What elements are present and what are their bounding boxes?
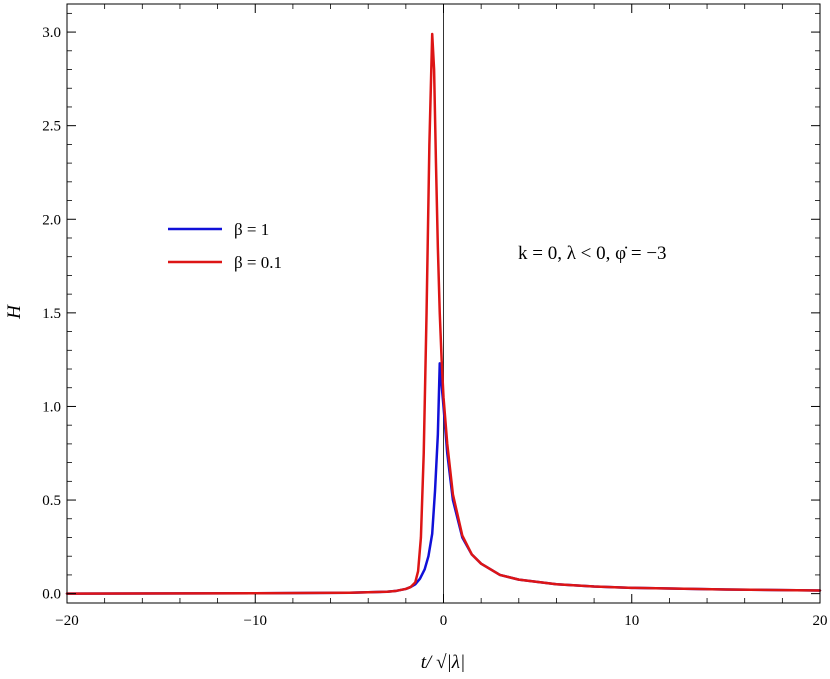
axes-layer: −20 −10 0 10 20 0.0 0.5 1.0 1.5 2.0 2.5 3.0	[42, 3, 828, 629]
legend: β = 1 β = 0.1	[168, 220, 282, 272]
x-tick-label: 0	[440, 613, 448, 629]
series-layer	[65, 32, 822, 595]
x-tick-label: −20	[55, 613, 78, 629]
plot-area	[67, 4, 820, 603]
x-axis-title: t/ √|λ|	[421, 652, 465, 673]
legend-label-series-2: β = 0.1	[234, 253, 282, 272]
legend-label-series-1: β = 1	[234, 220, 269, 239]
parameter-annotation: k = 0, λ < 0, φ̇ = −3	[518, 243, 667, 264]
y-tick-label: 2.0	[42, 212, 61, 228]
y-tick-label: 2.5	[42, 119, 61, 135]
x-tick-label: 10	[624, 613, 639, 629]
x-tick-label: −10	[244, 613, 267, 629]
x-tick-label: 20	[813, 613, 828, 629]
y-axis-title: H	[4, 304, 25, 320]
y-tick-label: 1.0	[42, 399, 61, 415]
series-line-2	[65, 32, 822, 595]
y-tick-label: 0.0	[42, 587, 61, 603]
y-tick-label: 3.0	[42, 25, 61, 41]
y-tick-label: 1.5	[42, 306, 61, 322]
y-tick-label: 0.5	[42, 493, 61, 509]
